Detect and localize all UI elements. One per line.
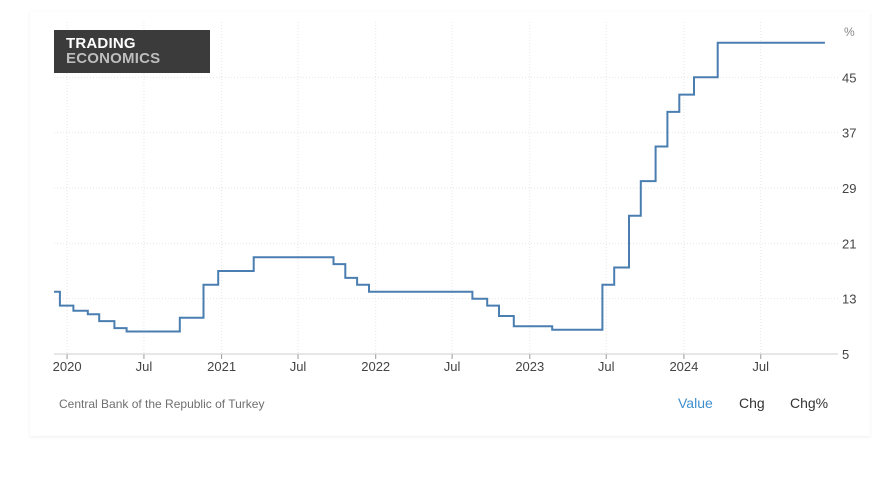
data-point bbox=[511, 323, 517, 329]
data-point bbox=[251, 254, 257, 260]
data-point bbox=[469, 296, 475, 302]
data-point bbox=[653, 144, 659, 150]
data-point bbox=[822, 40, 828, 46]
logo-text-line2: ECONOMICS bbox=[66, 50, 161, 67]
logo-text-line1: TRADING bbox=[66, 35, 136, 52]
data-point bbox=[366, 289, 372, 295]
y-tick-label: 13 bbox=[842, 292, 856, 307]
data-point bbox=[496, 313, 502, 319]
y-tick-label: 5 bbox=[842, 347, 849, 362]
data-point bbox=[57, 303, 63, 309]
x-tick-label: 2021 bbox=[207, 359, 236, 374]
data-point bbox=[342, 275, 348, 281]
data-point bbox=[96, 318, 102, 324]
data-point bbox=[638, 178, 644, 184]
data-point bbox=[354, 282, 360, 288]
y-unit-label: % bbox=[844, 25, 855, 39]
x-tick-label: Jul bbox=[290, 359, 307, 374]
y-tick-label: 45 bbox=[842, 70, 856, 85]
x-tick-label: Jul bbox=[752, 359, 769, 374]
series-line bbox=[54, 41, 825, 333]
x-tick-label: 2023 bbox=[515, 359, 544, 374]
x-tick-label: Jul bbox=[136, 359, 153, 374]
trading-economics-logo: TRADING ECONOMICS bbox=[54, 30, 210, 73]
x-tick-label: Jul bbox=[598, 359, 615, 374]
data-point bbox=[626, 213, 632, 219]
data-point bbox=[330, 261, 336, 267]
data-point bbox=[215, 268, 221, 274]
data-point bbox=[200, 282, 206, 288]
x-tick-label: 2022 bbox=[361, 359, 390, 374]
data-point bbox=[549, 327, 555, 333]
tab-value[interactable]: Value bbox=[678, 395, 713, 411]
data-point bbox=[111, 325, 117, 331]
data-point bbox=[599, 282, 605, 288]
x-tick-label: Jul bbox=[444, 359, 461, 374]
y-tick-label: 37 bbox=[842, 126, 856, 141]
data-point bbox=[676, 92, 682, 98]
data-point bbox=[691, 74, 697, 80]
x-tick-label: 2024 bbox=[669, 359, 698, 374]
data-point bbox=[484, 303, 490, 309]
data-point bbox=[177, 315, 183, 321]
data-point bbox=[85, 311, 91, 317]
series-layer bbox=[51, 40, 828, 335]
data-point bbox=[51, 289, 57, 295]
source-label: Central Bank of the Republic of Turkey bbox=[59, 397, 265, 411]
data-point bbox=[70, 308, 76, 314]
tab-chg-percent[interactable]: Chg% bbox=[790, 395, 829, 411]
data-point bbox=[124, 329, 130, 335]
y-tick-label: 29 bbox=[842, 181, 856, 196]
y-tick-label: 21 bbox=[842, 236, 856, 251]
data-point bbox=[611, 265, 617, 271]
axis-layer: 5 13 21 29 37 45 2020 Jul 2021 Jul 2022 Jul 2023 Jul 2… bbox=[53, 25, 857, 374]
grid-layer bbox=[54, 22, 838, 355]
data-point bbox=[715, 40, 721, 46]
x-tick-label: 2020 bbox=[53, 359, 82, 374]
data-point bbox=[664, 109, 670, 115]
tab-chg[interactable]: Chg bbox=[739, 395, 765, 411]
chart-card bbox=[30, 12, 870, 436]
